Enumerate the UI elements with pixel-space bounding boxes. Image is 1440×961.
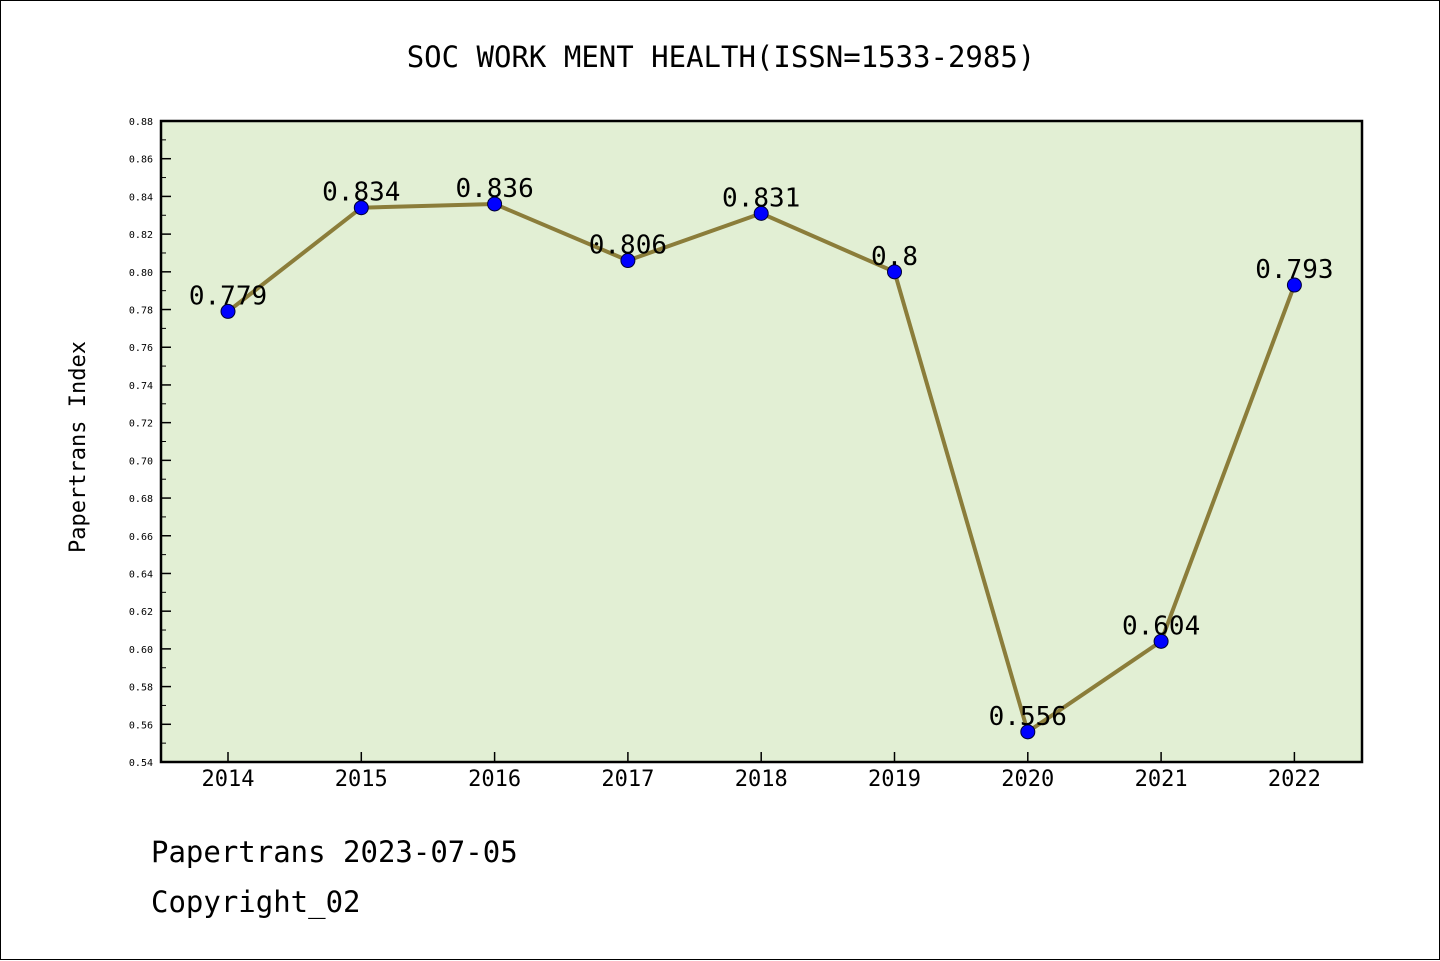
y-tick-label: 0.88 (129, 117, 153, 128)
data-label: 0.793 (1255, 255, 1333, 285)
data-point-marker (487, 196, 503, 212)
data-label: 0.779 (189, 281, 267, 311)
y-tick-label: 0.66 (129, 532, 153, 543)
y-tick-label: 0.76 (129, 343, 153, 354)
data-label: 0.834 (322, 178, 400, 208)
data-point-marker (1153, 633, 1169, 649)
y-tick-label: 0.64 (129, 569, 153, 580)
data-label: 0.806 (589, 231, 667, 261)
y-tick-label: 0.72 (129, 419, 153, 430)
source-date-text: Papertrans 2023-07-05 (151, 835, 518, 869)
y-tick-label: 0.62 (129, 607, 153, 618)
y-axis-ticks: 0.54 0.56 0.58 0.60 0.62 0.64 0.66 0.68 0.70 0.72… (129, 117, 171, 769)
y-tick-label: 0.78 (129, 306, 153, 317)
data-label: 0.8 (871, 242, 918, 272)
y-tick-label: 0.82 (129, 230, 153, 241)
data-point-marker (220, 303, 236, 319)
series-papertrans-index: 0.779 0.834 0.836 0.806 0.831 0.8 0.556 0.604 0.… (189, 174, 1334, 740)
x-tick-label: 2021 (1135, 767, 1188, 792)
y-tick-label: 0.74 (129, 381, 153, 392)
data-label: 0.556 (989, 702, 1067, 732)
y-tick-label: 0.60 (129, 645, 153, 656)
x-tick-label: 2017 (601, 767, 654, 792)
x-tick-label: 2014 (202, 767, 255, 792)
y-tick-label: 0.54 (129, 758, 153, 769)
y-tick-label: 0.70 (129, 456, 153, 467)
x-tick-label: 2016 (468, 767, 521, 792)
copyright-text: Copyright_02 (151, 885, 361, 919)
x-tick-label: 2015 (335, 767, 388, 792)
y-axis-label: Papertrans Index (66, 341, 91, 553)
data-label: 0.831 (722, 183, 800, 213)
data-label: 0.836 (455, 174, 533, 204)
data-label: 0.604 (1122, 611, 1200, 641)
y-tick-label: 0.86 (129, 155, 153, 166)
data-point-marker (620, 253, 636, 269)
plot-area (161, 121, 1362, 762)
y-tick-label: 0.80 (129, 268, 153, 279)
y-tick-label: 0.58 (129, 683, 153, 694)
data-point-marker (887, 264, 902, 280)
x-tick-label: 2018 (735, 767, 788, 792)
x-tick-label: 2019 (868, 767, 921, 792)
x-axis-ticks: 2014 2015 2016 2017 2018 2019 2020 2021 2022 (202, 752, 1321, 792)
plot-border (159, 119, 1364, 764)
y-tick-label: 0.84 (129, 192, 153, 203)
x-tick-label: 2020 (1001, 767, 1054, 792)
data-point-marker (1286, 277, 1302, 293)
data-point-marker (1020, 724, 1036, 740)
data-point-marker (353, 200, 369, 216)
chart-title: SOC WORK MENT HEALTH(ISSN=1533-2985) (407, 40, 1036, 74)
y-tick-label: 0.68 (129, 494, 153, 505)
y-tick-label: 0.56 (129, 720, 153, 731)
data-point-marker (753, 205, 769, 221)
x-tick-label: 2022 (1268, 767, 1321, 792)
